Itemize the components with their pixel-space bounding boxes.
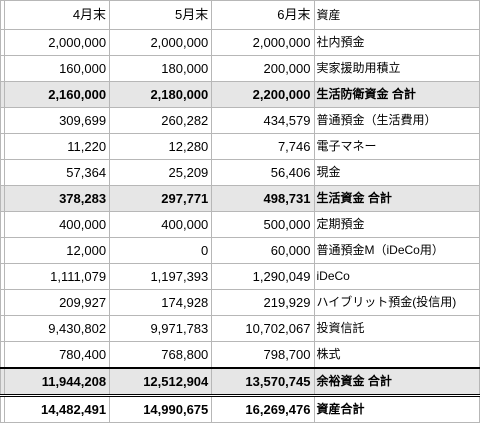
table-row: 9,430,802 9,971,783 10,702,067 投資信託: [0, 315, 480, 342]
cell-june[interactable]: 2,000,000: [211, 29, 315, 56]
cell-june[interactable]: 500,000: [211, 211, 315, 238]
cell-april[interactable]: 12,000: [3, 237, 111, 264]
table-row: 12,000 0 60,000 普通預金M（iDeCo用）: [0, 237, 480, 264]
cell-june[interactable]: 16,269,476: [211, 395, 315, 423]
cell-june[interactable]: 219,929: [211, 289, 315, 316]
cell-april[interactable]: 780,400: [3, 341, 111, 369]
cell-may[interactable]: 25,209: [109, 159, 213, 186]
cell-asset-label[interactable]: 余裕資金 合計: [313, 367, 480, 397]
cell-may[interactable]: 12,512,904: [109, 367, 213, 397]
cell-asset-label[interactable]: 現金: [313, 159, 480, 186]
cell-june[interactable]: 13,570,745: [211, 367, 315, 397]
cell-asset-label[interactable]: ハイブリット預金(投信用): [313, 289, 480, 316]
cell-april[interactable]: 1,111,079: [3, 263, 111, 290]
cell-april[interactable]: 14,482,491: [3, 395, 111, 423]
header-june[interactable]: 6月末: [211, 0, 315, 30]
cell-june[interactable]: 798,700: [211, 341, 315, 369]
header-row: 4月末 5月末 6月末 資産: [0, 0, 480, 30]
table-row: 400,000 400,000 500,000 定期預金: [0, 211, 480, 238]
cell-june[interactable]: 2,200,000: [211, 81, 315, 108]
cell-asset-label[interactable]: iDeCo: [313, 263, 480, 290]
cell-april[interactable]: 400,000: [3, 211, 111, 238]
table-row: 11,220 12,280 7,746 電子マネー: [0, 133, 480, 160]
grand-total-row: 14,482,491 14,990,675 16,269,476 資産合計: [0, 395, 480, 423]
cell-june[interactable]: 498,731: [211, 185, 315, 212]
cell-asset-label[interactable]: 普通預金（生活費用）: [313, 107, 480, 134]
cell-may[interactable]: 260,282: [109, 107, 213, 134]
cell-may[interactable]: 12,280: [109, 133, 213, 160]
cell-april[interactable]: 309,699: [3, 107, 111, 134]
cell-june[interactable]: 200,000: [211, 55, 315, 82]
cell-june[interactable]: 7,746: [211, 133, 315, 160]
table-row: 2,000,000 2,000,000 2,000,000 社内預金: [0, 29, 480, 56]
cell-april[interactable]: 11,944,208: [3, 367, 111, 397]
cell-may[interactable]: 400,000: [109, 211, 213, 238]
cell-april[interactable]: 209,927: [3, 289, 111, 316]
header-asset[interactable]: 資産: [313, 0, 480, 30]
subtotal-row: 378,283 297,771 498,731 生活資金 合計: [0, 185, 480, 212]
cell-asset-label[interactable]: 電子マネー: [313, 133, 480, 160]
subtotal-row: 2,160,000 2,180,000 2,200,000 生活防衛資金 合計: [0, 81, 480, 108]
cell-april[interactable]: 378,283: [3, 185, 111, 212]
cell-april[interactable]: 160,000: [3, 55, 111, 82]
cell-asset-label[interactable]: 定期預金: [313, 211, 480, 238]
cell-may[interactable]: 174,928: [109, 289, 213, 316]
cell-asset-label[interactable]: 資産合計: [313, 395, 480, 423]
subtotal-row: 11,944,208 12,512,904 13,570,745 余裕資金 合計: [0, 367, 480, 397]
cell-april[interactable]: 11,220: [3, 133, 111, 160]
header-april[interactable]: 4月末: [3, 0, 111, 30]
cell-asset-label[interactable]: 普通預金M（iDeCo用）: [313, 237, 480, 264]
cell-asset-label[interactable]: 投資信託: [313, 315, 480, 342]
cell-june[interactable]: 60,000: [211, 237, 315, 264]
cell-april[interactable]: 2,160,000: [3, 81, 111, 108]
table-row: 160,000 180,000 200,000 実家援助用積立: [0, 55, 480, 82]
cell-asset-label[interactable]: 実家援助用積立: [313, 55, 480, 82]
table-row: 57,364 25,209 56,406 現金: [0, 159, 480, 186]
table-row: 780,400 768,800 798,700 株式: [0, 341, 480, 369]
cell-may[interactable]: 297,771: [109, 185, 213, 212]
cell-may[interactable]: 1,197,393: [109, 263, 213, 290]
cell-asset-label[interactable]: 生活防衛資金 合計: [313, 81, 480, 108]
cell-asset-label[interactable]: 生活資金 合計: [313, 185, 480, 212]
cell-june[interactable]: 56,406: [211, 159, 315, 186]
cell-may[interactable]: 0: [109, 237, 213, 264]
cell-may[interactable]: 2,000,000: [109, 29, 213, 56]
cell-may[interactable]: 14,990,675: [109, 395, 213, 423]
cell-april[interactable]: 57,364: [3, 159, 111, 186]
table-row: 309,699 260,282 434,579 普通預金（生活費用）: [0, 107, 480, 134]
cell-may[interactable]: 2,180,000: [109, 81, 213, 108]
table-row: 1,111,079 1,197,393 1,290,049 iDeCo: [0, 263, 480, 290]
cell-june[interactable]: 1,290,049: [211, 263, 315, 290]
cell-april[interactable]: 9,430,802: [3, 315, 111, 342]
cell-may[interactable]: 768,800: [109, 341, 213, 369]
cell-may[interactable]: 180,000: [109, 55, 213, 82]
header-may[interactable]: 5月末: [109, 0, 213, 30]
cell-june[interactable]: 10,702,067: [211, 315, 315, 342]
cell-june[interactable]: 434,579: [211, 107, 315, 134]
cell-asset-label[interactable]: 株式: [313, 341, 480, 369]
cell-asset-label[interactable]: 社内預金: [313, 29, 480, 56]
cell-april[interactable]: 2,000,000: [3, 29, 111, 56]
table-row: 209,927 174,928 219,929 ハイブリット預金(投信用): [0, 289, 480, 316]
cell-may[interactable]: 9,971,783: [109, 315, 213, 342]
